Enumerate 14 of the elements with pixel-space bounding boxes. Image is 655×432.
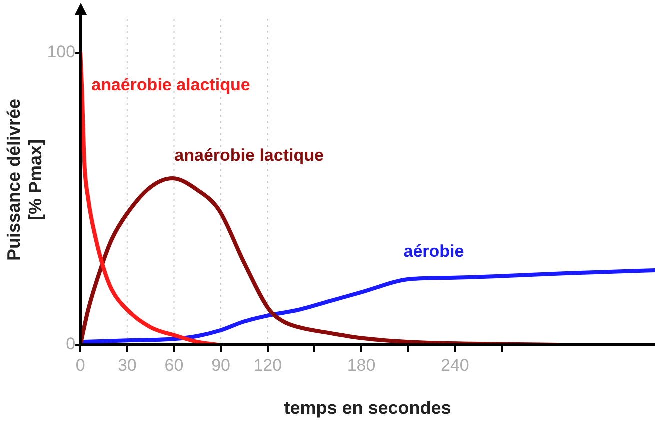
y-axis-title: Puissance délivrée [% Pmax] xyxy=(4,98,46,262)
series-label: aérobie xyxy=(404,242,464,262)
line-series xyxy=(80,268,655,344)
x-tick-label: 240 xyxy=(441,356,470,375)
series-label: anaérobie alactique xyxy=(92,76,250,95)
x-tick-label: 30 xyxy=(118,356,137,375)
x-tick-label: 120 xyxy=(254,356,282,375)
x-tick-label: 180 xyxy=(347,356,376,375)
y-tick-label: 100 xyxy=(47,42,76,62)
x-tick-label: 60 xyxy=(164,356,184,375)
x-tick-label: 90 xyxy=(212,356,231,375)
x-axis-title: temps en secondes xyxy=(284,398,452,418)
series-label: anaérobie lactique xyxy=(174,146,324,166)
line-series xyxy=(80,176,560,345)
